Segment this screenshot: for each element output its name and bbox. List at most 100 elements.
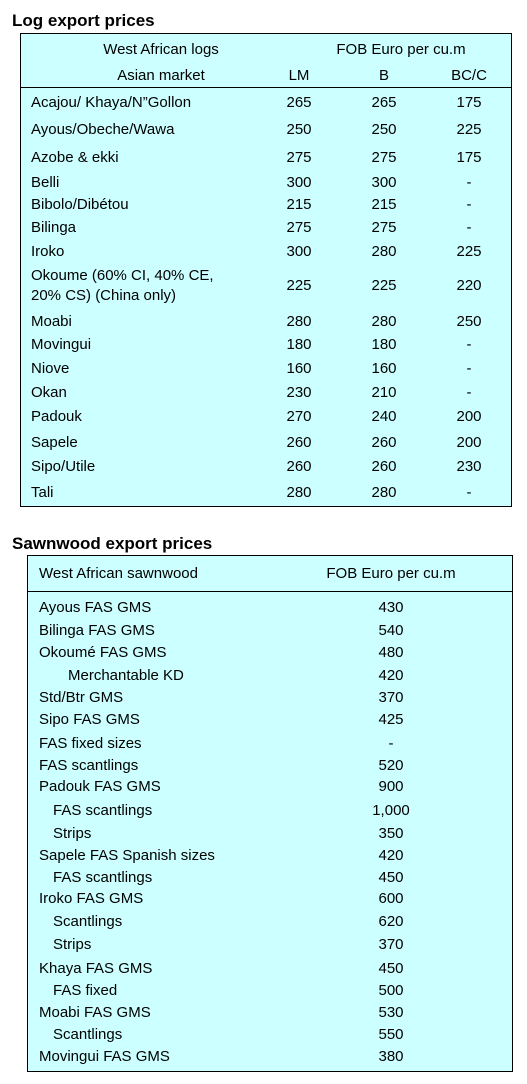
log-col-b: B <box>378 67 389 84</box>
sawn-price: 430 <box>378 599 404 616</box>
log-price-b: 275 <box>371 219 397 236</box>
log-wood-name: Sapele <box>31 434 78 451</box>
sawn-product-name: FAS scantlings <box>39 757 139 774</box>
log-price-lm: 300 <box>286 243 312 260</box>
log-wood-name: Movingui <box>31 336 92 353</box>
sawn-product-name: Moabi FAS GMS <box>39 1004 151 1021</box>
sawn-price: 370 <box>378 936 404 953</box>
sawn-price: 370 <box>378 689 404 706</box>
log-price-bcc: - <box>466 196 472 213</box>
sawn-product-name: Ayous FAS GMS <box>39 599 152 616</box>
log-col-lm: LM <box>288 67 310 84</box>
sawn-price-label: FOB Euro per cu.m <box>326 565 456 582</box>
log-price-bcc: 175 <box>456 149 482 166</box>
log-wood-name: Niove <box>31 360 70 377</box>
sawn-price: 480 <box>378 644 404 661</box>
sawnwood-price-table: West African sawnwood FOB Euro per cu.m … <box>27 555 513 1072</box>
sawn-product-name: Okoumé FAS GMS <box>39 644 167 661</box>
sawn-product-name: FAS scantlings <box>53 869 153 886</box>
sawn-product-name: Strips <box>53 936 92 953</box>
sawn-price: 530 <box>378 1004 404 1021</box>
sawn-price: 380 <box>378 1048 404 1065</box>
log-wood-name-cont: 20% CS) (China only) <box>31 287 177 304</box>
sawn-product-name: Padouk FAS GMS <box>39 778 161 795</box>
sawn-price: 550 <box>378 1026 404 1043</box>
log-price-lm: 215 <box>286 196 312 213</box>
log-price-bcc: 200 <box>456 434 482 451</box>
log-wood-name: Ayous/Obeche/Wawa <box>31 121 175 138</box>
sawn-group-label: West African sawnwood <box>39 565 198 582</box>
log-price-b: 300 <box>371 174 397 191</box>
log-section-title: Log export prices <box>12 11 155 30</box>
log-price-bcc: 220 <box>456 277 482 294</box>
log-price-lm: 160 <box>286 360 312 377</box>
sawn-product-name: Strips <box>53 825 92 842</box>
log-price-b: 265 <box>371 94 397 111</box>
log-price-bcc: 225 <box>456 243 482 260</box>
log-price-b: 275 <box>371 149 397 166</box>
sawn-price: 600 <box>378 890 404 907</box>
sawn-product-name: Std/Btr GMS <box>39 689 124 706</box>
log-wood-name: Bibolo/Dibétou <box>31 196 129 213</box>
log-wood-name: Okan <box>31 384 67 401</box>
log-price-lm: 275 <box>286 149 312 166</box>
log-price-lm: 225 <box>286 277 312 294</box>
sawn-product-name: FAS fixed <box>53 982 118 999</box>
log-price-lm: 260 <box>286 434 312 451</box>
sawn-price: 500 <box>378 982 404 999</box>
log-price-lm: 280 <box>286 484 312 501</box>
sawn-price: 620 <box>378 913 404 930</box>
sawn-price: 350 <box>378 825 404 842</box>
log-price-b: 215 <box>371 196 397 213</box>
sawn-price: 425 <box>378 711 404 728</box>
log-market-label: Asian market <box>117 67 205 84</box>
log-price-bcc: 200 <box>456 408 482 425</box>
log-price-lm: 270 <box>286 408 312 425</box>
sawn-price: 900 <box>378 778 404 795</box>
log-price-b: 250 <box>371 121 397 138</box>
log-price-lm: 180 <box>286 336 312 353</box>
log-price-bcc: 250 <box>456 313 482 330</box>
sawn-price: 520 <box>378 757 404 774</box>
log-price-bcc: - <box>466 174 472 191</box>
log-price-lm: 250 <box>286 121 312 138</box>
sawn-section-title: Sawnwood export prices <box>12 534 213 553</box>
log-wood-name: Padouk <box>31 408 82 425</box>
log-wood-name: Bilinga <box>31 219 77 236</box>
sawn-product-name: FAS fixed sizes <box>39 735 142 752</box>
log-header-divider <box>21 87 511 88</box>
log-price-lm: 300 <box>286 174 312 191</box>
log-price-lm: 230 <box>286 384 312 401</box>
log-price-bcc: 225 <box>456 121 482 138</box>
log-price-b: 260 <box>371 458 397 475</box>
log-wood-name: Iroko <box>31 243 65 260</box>
sawn-product-name: Sipo FAS GMS <box>39 711 140 728</box>
log-wood-name: Sipo/Utile <box>31 458 96 475</box>
sawn-product-name: Scantlings <box>53 1026 123 1043</box>
log-wood-name: Okoume (60% CI, 40% CE, <box>31 267 214 284</box>
log-group-label: West African logs <box>103 41 219 58</box>
log-wood-name: Moabi <box>31 313 72 330</box>
log-price-b: 225 <box>371 277 397 294</box>
log-wood-name: Acajou/ Khaya/N”Gollon <box>31 94 192 111</box>
sawn-price: 1,000 <box>372 802 410 819</box>
sawn-product-name: Scantlings <box>53 913 123 930</box>
log-price-bcc: 175 <box>456 94 482 111</box>
sawn-product-name: Sapele FAS Spanish sizes <box>39 847 215 864</box>
sawn-price: - <box>388 735 394 752</box>
log-price-bcc: - <box>466 384 472 401</box>
log-col-bcc: BC/C <box>451 67 487 84</box>
log-price-b: 160 <box>371 360 397 377</box>
log-price-bcc: - <box>466 484 472 501</box>
log-price-b: 280 <box>371 243 397 260</box>
sawn-product-name: Merchantable KD <box>68 667 184 684</box>
log-price-lm: 280 <box>286 313 312 330</box>
log-price-table: West African logs FOB Euro per cu.m Asia… <box>20 33 512 507</box>
log-price-b: 260 <box>371 434 397 451</box>
log-price-bcc: - <box>466 360 472 377</box>
sawn-price: 420 <box>378 847 404 864</box>
sawn-price: 450 <box>378 960 404 977</box>
log-price-bcc: - <box>466 219 472 236</box>
sawn-product-name: FAS scantlings <box>53 802 153 819</box>
sawn-header-divider <box>28 591 512 592</box>
